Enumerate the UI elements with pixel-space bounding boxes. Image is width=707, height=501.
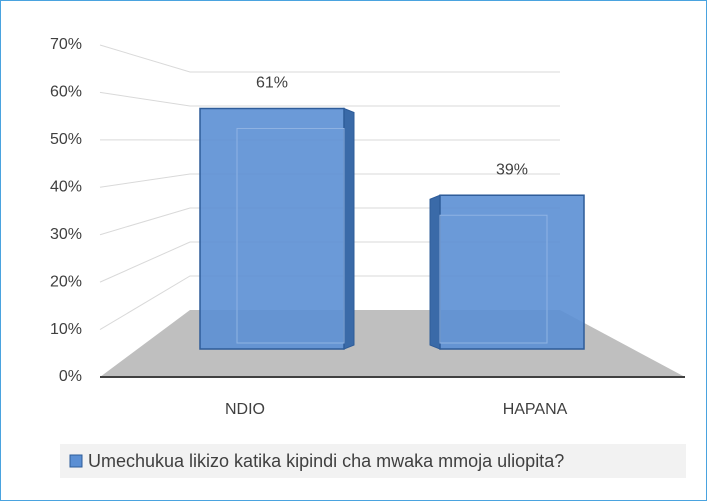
bar-back-edge: [439, 214, 548, 344]
y-tick-label: 50%: [50, 131, 82, 148]
y-tick-label: 10%: [50, 321, 82, 338]
y-tick-label: 40%: [50, 179, 82, 196]
data-label: 39%: [496, 161, 528, 178]
y-tick-label: 60%: [50, 84, 82, 101]
y-tick-label: 30%: [50, 226, 82, 243]
grid-line: [99, 91, 560, 107]
bar-side: [429, 194, 441, 350]
y-tick-label: 70%: [50, 36, 82, 53]
legend-label: Umechukua likizo katika kipindi cha mwak…: [88, 451, 564, 471]
x-tick-label: HAPANA: [503, 401, 568, 418]
x-tick-label: NDIO: [225, 401, 265, 418]
y-tick-label: 0%: [59, 368, 82, 385]
y-tick-label: 20%: [50, 273, 82, 290]
bar-side: [343, 107, 355, 350]
grid-line: [99, 44, 560, 73]
bar-back-edge: [236, 127, 345, 344]
legend-box: [60, 444, 686, 478]
bar: [439, 194, 585, 350]
legend-swatch: [69, 454, 83, 468]
data-label: 61%: [256, 75, 288, 92]
bar: [199, 107, 345, 350]
grid-line: [99, 173, 560, 188]
